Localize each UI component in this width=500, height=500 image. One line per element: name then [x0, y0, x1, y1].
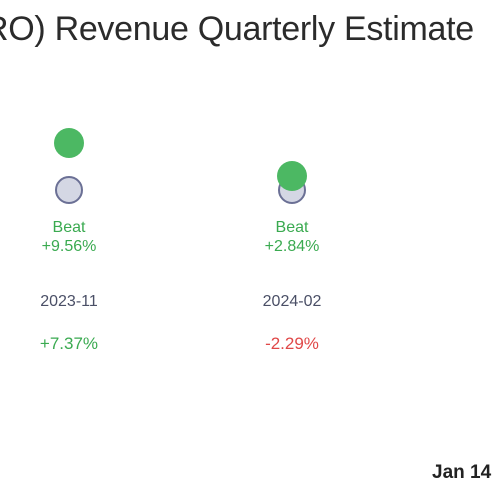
period-label: 2023-11: [40, 293, 98, 310]
growth-label: -2.29%: [265, 334, 319, 353]
surprise-label: +2.84%: [265, 238, 320, 255]
chart-title: RO) Revenue Quarterly Estimate: [0, 10, 474, 48]
actual-point: [277, 161, 307, 192]
estimate-point: [55, 176, 83, 204]
footer-date: Jan 14: [432, 462, 492, 483]
result-label: Beat: [276, 219, 309, 236]
actual-point: [54, 128, 84, 158]
growth-label: +7.37%: [40, 334, 98, 353]
result-label: Beat: [53, 219, 86, 236]
period-label: 2024-02: [263, 293, 322, 310]
surprise-label: +9.56%: [42, 238, 97, 255]
